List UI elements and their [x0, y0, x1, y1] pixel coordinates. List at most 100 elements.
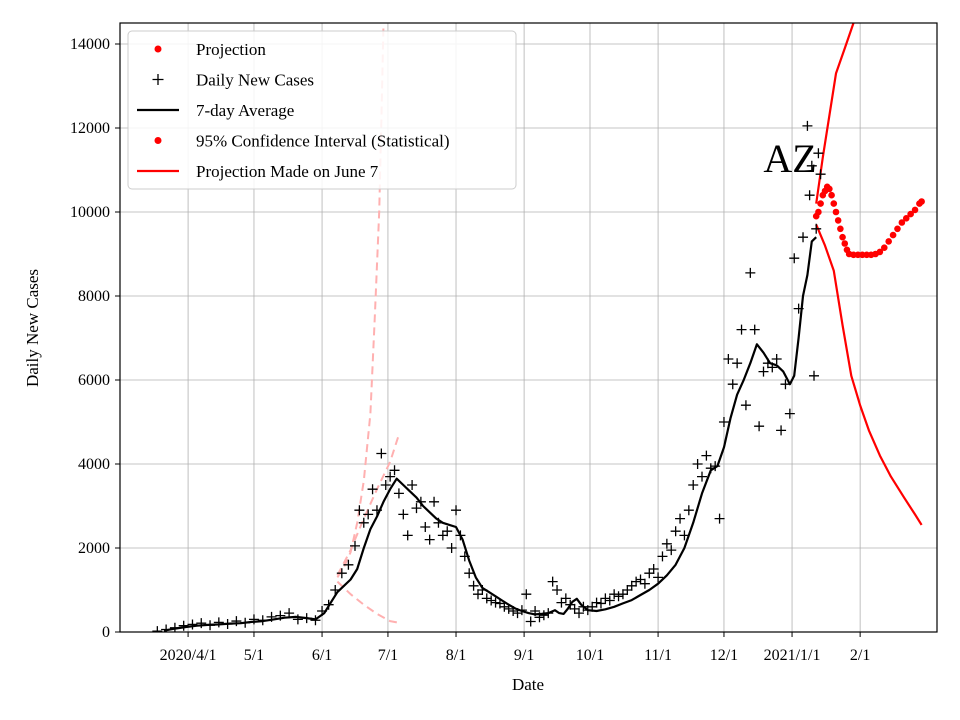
projection-point — [828, 191, 835, 199]
projection-point — [907, 210, 914, 218]
x-tick-label: 2020/4/1 — [160, 647, 217, 664]
daily-new-cases-point — [600, 593, 611, 604]
daily-new-cases-point — [692, 459, 703, 469]
legend-marker-daily-new-cases — [152, 74, 164, 85]
daily-new-cases-point — [464, 568, 475, 579]
daily-new-cases-point — [257, 615, 268, 626]
daily-new-cases-point — [446, 543, 457, 553]
daily-new-cases-point — [354, 505, 365, 516]
y-tick-label: 4000 — [78, 456, 110, 473]
daily-new-cases-point — [556, 597, 567, 608]
daily-new-cases-point — [420, 522, 431, 532]
daily-new-cases-point — [301, 613, 312, 624]
projection-point — [817, 200, 824, 207]
daily-new-cases-point — [740, 400, 751, 411]
projection-point — [911, 206, 919, 214]
daily-new-cases-point — [486, 595, 497, 606]
daily-new-cases-point — [631, 576, 642, 587]
daily-new-cases-point — [363, 509, 374, 520]
projection-point — [837, 225, 844, 233]
daily-new-cases-point — [481, 593, 492, 604]
x-axis-label: Date — [512, 675, 544, 694]
daily-new-cases-point — [745, 267, 756, 278]
daily-new-cases-point — [762, 358, 773, 369]
x-tick-label: 6/1 — [312, 647, 332, 664]
daily-new-cases-point — [169, 622, 180, 632]
daily-new-cases-point — [675, 513, 686, 524]
daily-new-cases-point — [670, 526, 681, 537]
daily-new-cases-point — [343, 559, 354, 570]
x-tick-label: 10/1 — [576, 647, 604, 664]
daily-new-cases-point — [205, 620, 216, 631]
daily-new-cases-point — [714, 513, 725, 524]
daily-new-cases-point — [815, 169, 826, 180]
daily-new-cases-point — [310, 615, 321, 626]
daily-new-cases-point — [429, 496, 440, 507]
daily-new-cases-point — [178, 620, 189, 631]
y-tick-label: 8000 — [78, 288, 110, 305]
daily-new-cases-point — [248, 614, 259, 625]
projection-point — [815, 208, 822, 216]
projection-point — [918, 198, 925, 205]
daily-new-cases-point — [789, 253, 800, 264]
daily-new-cases-point — [161, 624, 172, 632]
daily-new-cases-point — [754, 421, 765, 432]
projection-made-on-june-7-lower-line — [336, 580, 400, 624]
projection-point — [880, 244, 888, 251]
daily-new-cases-point — [749, 324, 760, 335]
daily-new-cases-point — [415, 496, 426, 507]
daily-new-cases-point — [385, 471, 396, 482]
y-tick-label: 14000 — [70, 36, 110, 53]
legend-marker-95-confidence-interval-statistical — [154, 137, 162, 144]
daily-new-cases-point — [477, 585, 488, 595]
daily-new-cases-point — [718, 417, 729, 427]
daily-new-cases-point — [266, 611, 277, 622]
daily-new-cases-point — [508, 606, 519, 616]
projection-point — [834, 217, 842, 224]
projection-point — [885, 238, 892, 245]
daily-new-cases-point — [398, 509, 409, 520]
daily-new-cases-point — [661, 538, 672, 549]
daily-new-cases-point — [813, 148, 824, 159]
legend: Projection Daily New Cases 7-day Average 95… — [127, 30, 517, 190]
projection-point — [876, 248, 884, 256]
daily-new-cases-point — [626, 580, 637, 591]
daily-new-cases-point — [591, 597, 602, 608]
daily-new-cases-point — [595, 598, 606, 609]
daily-new-cases-point — [490, 597, 501, 608]
daily-new-cases-point — [784, 408, 795, 419]
daily-new-cases-point — [804, 190, 815, 201]
daily-new-cases-point — [609, 589, 620, 600]
daily-new-cases-point — [758, 366, 769, 377]
95-ci-lower-line — [815, 224, 923, 526]
daily-new-cases-point — [442, 526, 453, 537]
daily-new-cases-point — [376, 448, 387, 459]
daily-new-cases-point — [530, 606, 541, 616]
daily-new-cases-point — [521, 589, 532, 600]
daily-new-cases-point — [776, 425, 787, 436]
legend-label-projection: Projection — [196, 40, 266, 59]
daily-new-cases-point — [806, 160, 817, 171]
daily-new-cases-point — [437, 530, 448, 541]
projection-point — [839, 233, 846, 241]
daily-new-cases-point — [389, 465, 400, 476]
daily-new-cases-point — [780, 379, 791, 390]
x-tick-label: 12/1 — [710, 647, 738, 664]
daily-new-cases-point — [468, 580, 479, 591]
projection-made-on-june-7-mid-line — [336, 434, 400, 576]
daily-new-cases-point — [455, 530, 466, 541]
daily-new-cases-point — [503, 603, 514, 614]
legend-marker-projection — [154, 45, 162, 53]
daily-new-cases-point — [683, 505, 694, 516]
daily-new-cases-point — [622, 585, 633, 595]
daily-new-cases-point — [231, 616, 242, 627]
daily-new-cases-point — [284, 608, 295, 619]
daily-new-cases-point — [688, 480, 699, 490]
legend-label-daily-new-cases: Daily New Cases — [196, 71, 314, 90]
projection-point — [826, 185, 833, 193]
daily-new-cases-point — [705, 463, 716, 474]
projection-point — [902, 215, 910, 222]
daily-new-cases-point — [771, 354, 782, 364]
legend-label-projection-made-on-june-7: Projection Made on June 7 — [196, 162, 379, 181]
